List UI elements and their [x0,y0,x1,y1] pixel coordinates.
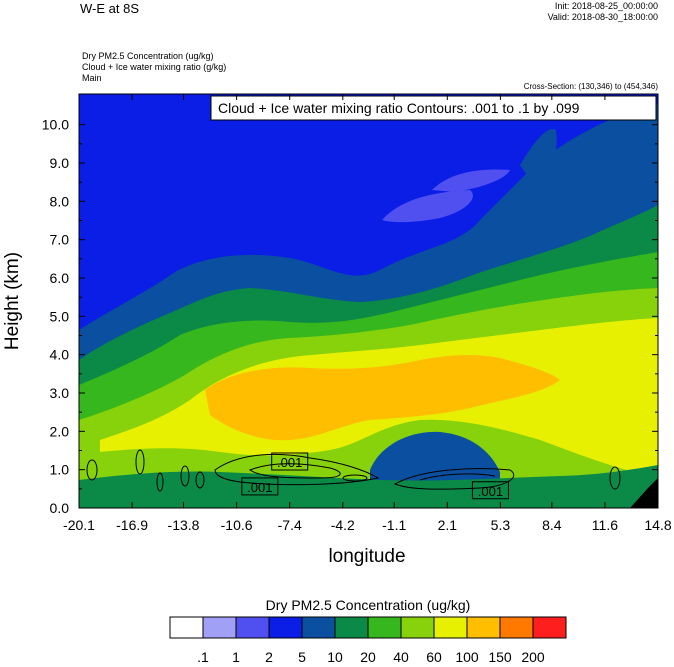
x-tick-label: -13.8 [168,517,200,533]
field-name-main: Main [82,73,102,83]
colorbar-label: 10 [327,649,343,665]
y-axis: 0.0 1.0 2.0 3.0 4.0 5.0 6.0 7.0 8.0 9.0 10.0 [42,117,658,516]
colorbar-swatch [202,616,237,639]
colorbar-swatch [466,616,501,639]
colorbar-swatch [400,616,435,639]
y-tick-label: 10.0 [42,117,69,133]
fill-level-20-surface [79,465,658,508]
colorbar-label: .1 [197,649,209,665]
y-tick-label: 0.0 [50,500,70,516]
y-tick-label: 6.0 [50,270,70,286]
fill-level-150 [205,355,560,441]
contour-labels: .001 .001 .001 [241,452,509,500]
x-tick-label: 5.3 [491,517,511,533]
x-tick-label: -16.9 [116,517,148,533]
colorbar-label: 40 [393,649,409,665]
y-tick-label: 5.0 [50,308,70,324]
colorbar-title: Dry PM2.5 Concentration (ug/kg) [266,597,471,613]
cross-section-label: Cross-Section: (130,346) to (454,346) [523,82,658,91]
colorbar-swatch [499,616,534,639]
colorbar-label: 5 [298,649,306,665]
chart-title: W-E at 8S [80,1,140,16]
x-axis: -20.1 -16.9 -13.8 -10.6 -7.4 -4.2 -1.1 2.1 5.3 8.… [63,94,672,533]
contour-label-text: .001 [277,455,302,470]
colorbar-label: 100 [455,649,479,665]
x-tick-label: -4.2 [331,517,355,533]
fill-level-2-patch [382,190,473,223]
colorbar-labels: .1 1 2 5 10 20 40 60 100 150 200 [197,649,545,665]
contour-label-box [241,477,279,496]
x-tick-label: 2.1 [438,517,458,533]
x-tick-label: -10.6 [221,517,253,533]
x-tick-label: 14.8 [644,517,671,533]
x-axis-label: longitude [328,546,405,567]
colorbar-label: 200 [521,649,545,665]
colorbar-swatch [367,616,402,639]
y-tick-label: 2.0 [50,423,70,439]
x-tick-label: -7.4 [278,517,302,533]
contour-info-text: Cloud + Ice water mixing ratio Contours:… [218,100,580,116]
contour-label: .001 [271,452,309,471]
colorbar-swatch [334,616,369,639]
y-tick-label: 1.0 [50,462,70,478]
contour-label-text: .001 [478,484,503,499]
field-name-pm25: Dry PM2.5 Concentration (ug/kg) [82,51,214,61]
colorbar [169,616,567,639]
fill-level-10-dome [370,431,500,490]
contour-label-box [471,481,509,500]
init-time: Init: 2018-08-25_00:00:00 [554,1,658,11]
field-name-cloud: Cloud + Ice water mixing ratio (g/kg) [82,62,227,72]
colorbar-swatch [433,616,468,639]
y-tick-label: 3.0 [50,385,70,401]
plot-frame [78,93,659,509]
colorbar-label: 150 [488,649,512,665]
contour-label: .001 [241,477,279,496]
contour-label-box [271,452,309,471]
fill-level-10-terrain [630,478,658,508]
fill-level-10-patch [520,129,557,180]
fill-level-2-patch [432,169,510,192]
colorbar-swatch [169,616,204,639]
x-tick-label: -1.1 [382,517,406,533]
contour-label-text: .001 [247,480,272,495]
y-tick-label: 8.0 [50,193,70,209]
colorbar-label: 60 [426,649,442,665]
y-tick-label: 7.0 [50,232,70,248]
contour-fill [79,94,658,508]
y-tick-label: 9.0 [50,155,70,171]
valid-time: Valid: 2018-08-30_18:00:00 [547,12,658,22]
y-axis-label: Height (km) [2,252,23,350]
colorbar-swatch [301,616,336,639]
contour-label: .001 [471,481,509,500]
colorbar-label: 1 [232,649,240,665]
x-tick-label: -20.1 [63,517,95,533]
cloud-contours [86,449,621,492]
x-tick-label: 8.4 [542,517,562,533]
colorbar-swatch [235,616,270,639]
x-tick-label: 11.6 [592,517,618,533]
colorbar-swatch [268,616,303,639]
colorbar-label: 2 [265,649,273,665]
colorbar-label: 20 [360,649,376,665]
y-tick-label: 4.0 [50,347,70,363]
contour-info-box: Cloud + Ice water mixing ratio Contours:… [210,95,657,121]
colorbar-swatch [532,616,567,639]
